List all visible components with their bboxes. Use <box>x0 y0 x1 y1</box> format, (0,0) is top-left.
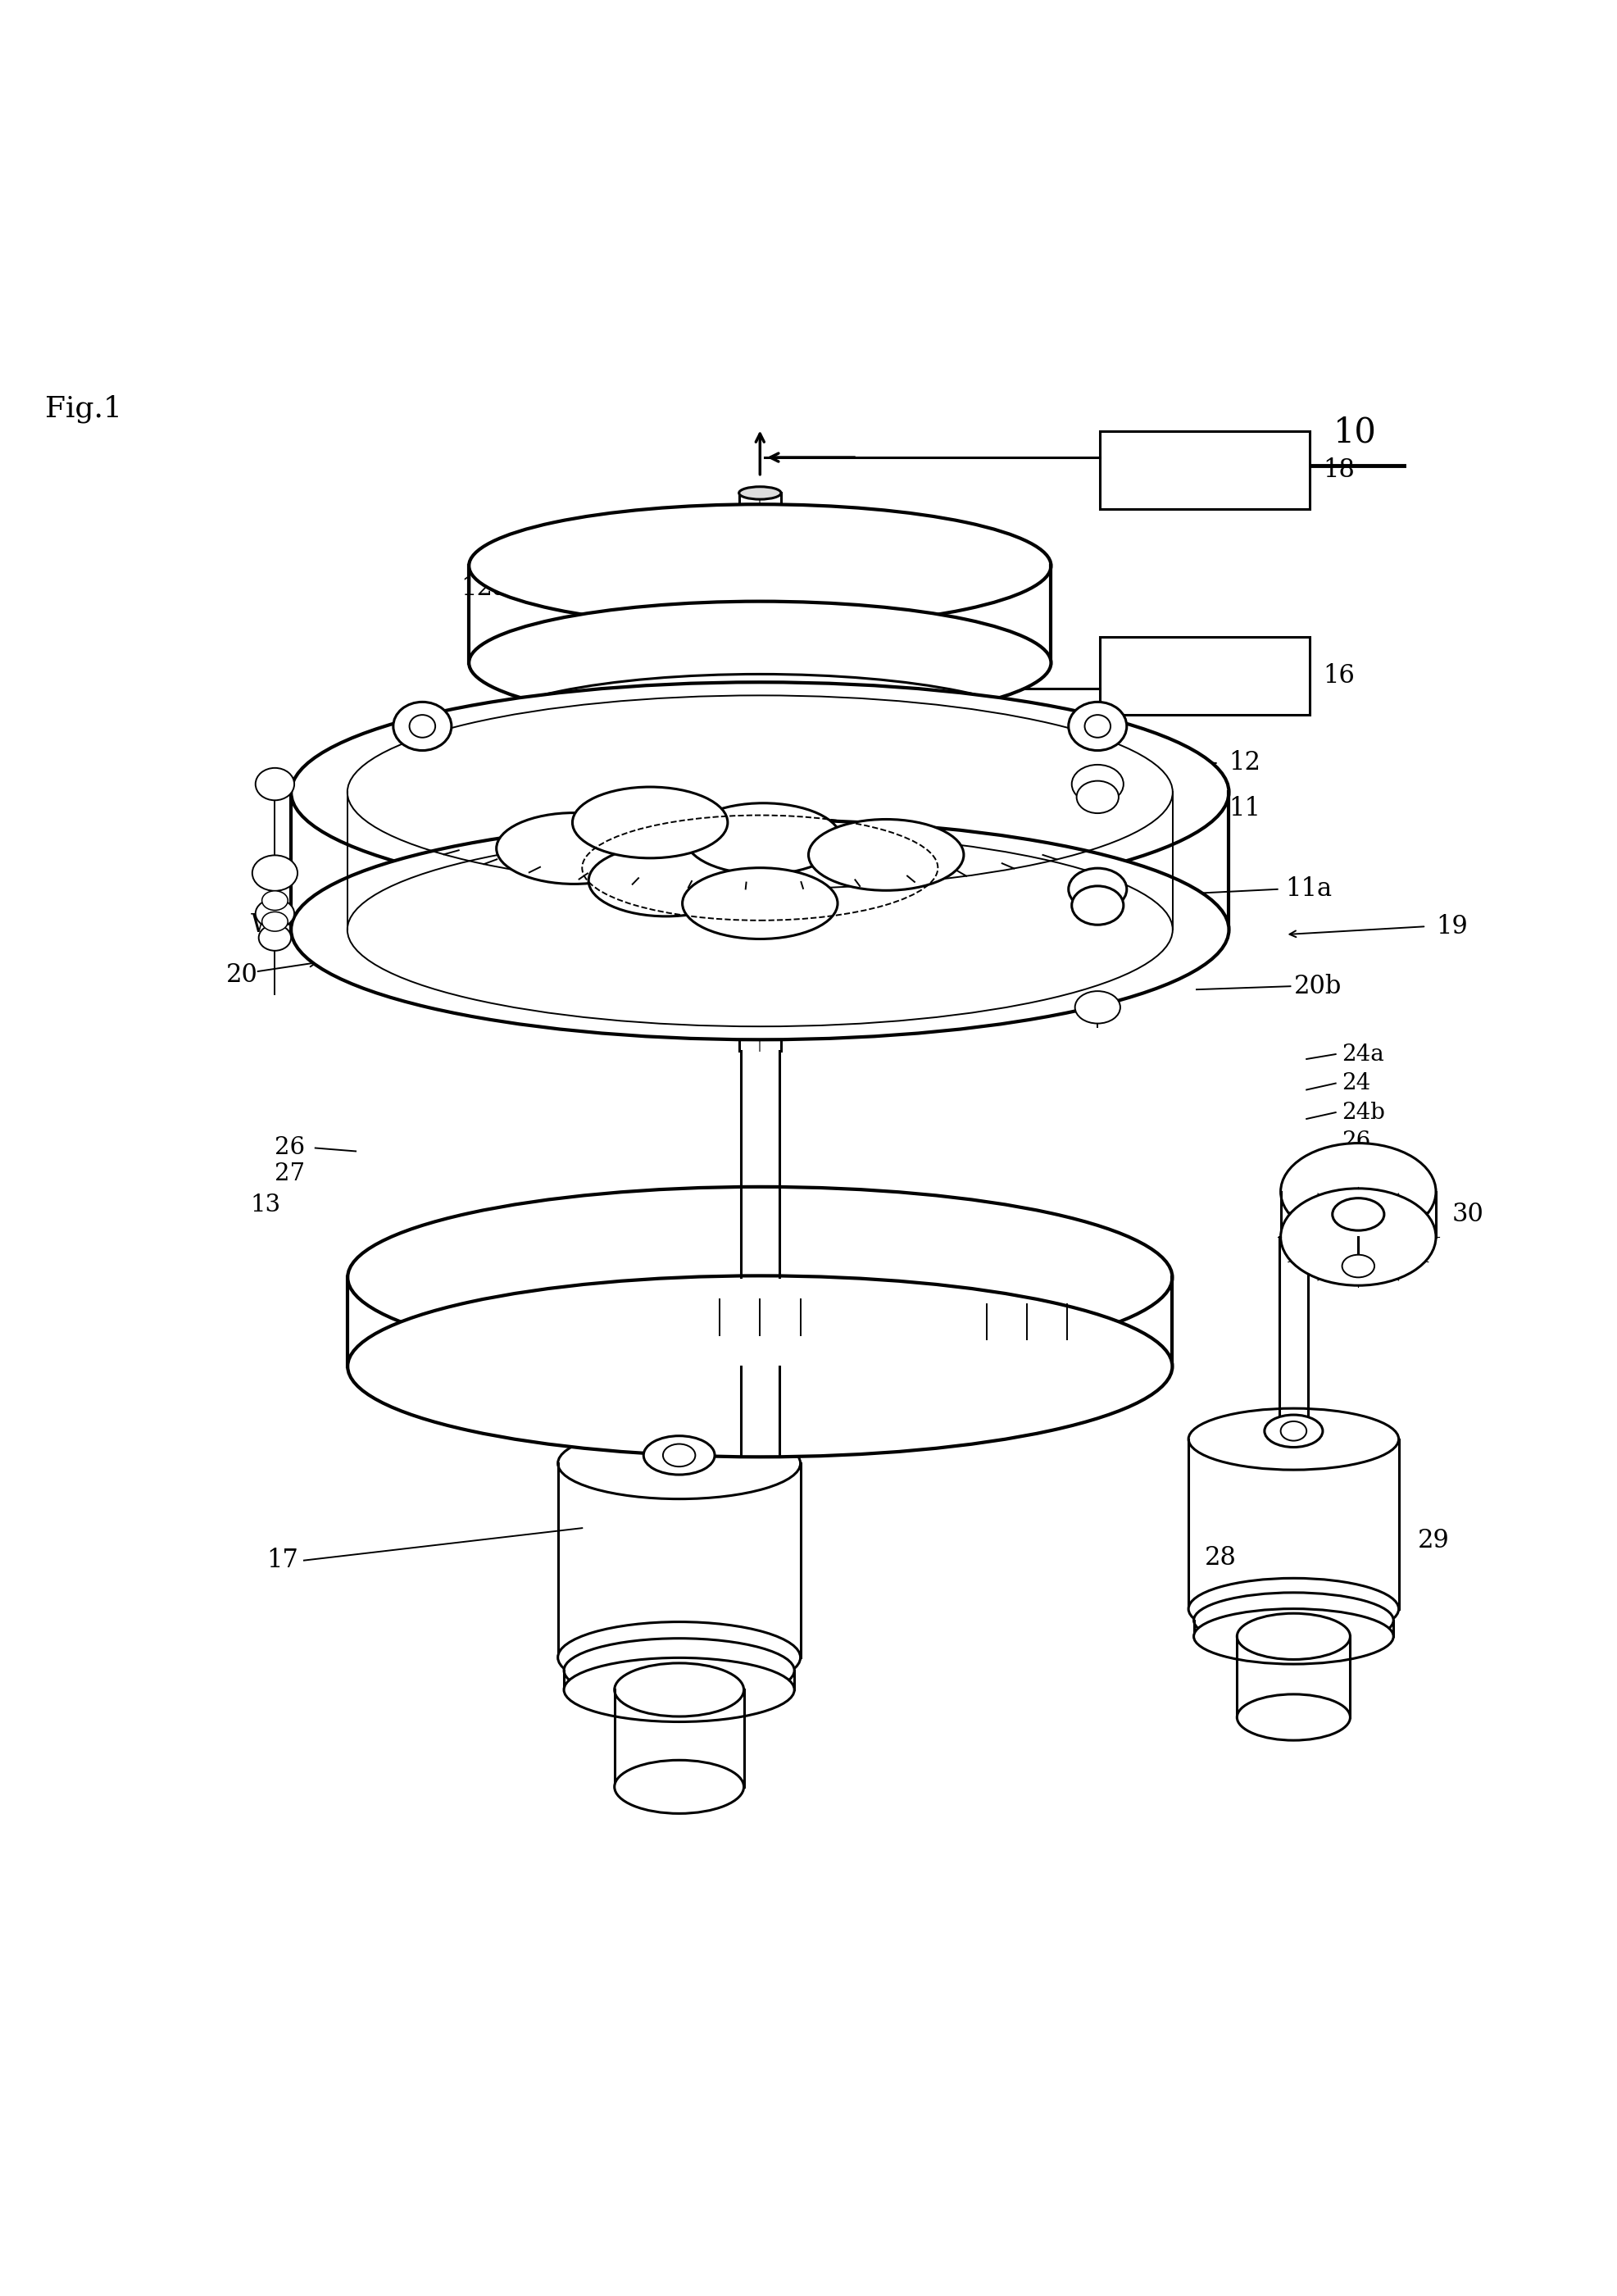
Ellipse shape <box>493 760 1027 870</box>
Text: Fig.1: Fig.1 <box>45 395 123 422</box>
Ellipse shape <box>808 820 964 891</box>
Ellipse shape <box>1281 1189 1436 1286</box>
Ellipse shape <box>291 820 1229 1040</box>
Ellipse shape <box>1193 1593 1394 1649</box>
Ellipse shape <box>1332 1199 1384 1231</box>
Ellipse shape <box>614 1662 744 1717</box>
Ellipse shape <box>262 891 288 909</box>
Ellipse shape <box>1075 992 1121 1024</box>
Text: 28: 28 <box>1205 1545 1237 1570</box>
Text: 24: 24 <box>1342 1072 1371 1095</box>
Ellipse shape <box>1069 868 1127 909</box>
Bar <box>1100 432 1310 510</box>
Text: 24b: 24b <box>1342 1102 1386 1123</box>
Ellipse shape <box>409 714 435 737</box>
Ellipse shape <box>1069 703 1127 751</box>
Text: 11: 11 <box>1229 797 1261 822</box>
Ellipse shape <box>262 912 288 932</box>
Ellipse shape <box>682 868 838 939</box>
Text: 20b: 20b <box>1294 974 1342 999</box>
Ellipse shape <box>564 1639 794 1701</box>
Text: 19: 19 <box>1436 914 1468 939</box>
Ellipse shape <box>1342 1254 1374 1277</box>
Ellipse shape <box>572 788 728 859</box>
Ellipse shape <box>589 845 744 916</box>
Bar <box>1100 636 1310 714</box>
Ellipse shape <box>1188 1577 1399 1639</box>
Text: 16: 16 <box>1323 664 1355 689</box>
Text: 11a: 11a <box>1286 877 1332 902</box>
Ellipse shape <box>1237 1614 1350 1660</box>
Text: 20: 20 <box>226 962 259 987</box>
Ellipse shape <box>1188 1407 1399 1469</box>
Ellipse shape <box>1085 714 1111 737</box>
Text: L: L <box>493 769 509 794</box>
Ellipse shape <box>477 675 1043 790</box>
Text: 18: 18 <box>1323 457 1355 482</box>
Ellipse shape <box>1072 765 1124 804</box>
Ellipse shape <box>291 682 1229 902</box>
Ellipse shape <box>469 602 1051 723</box>
Text: 24a: 24a <box>1342 1042 1384 1065</box>
Ellipse shape <box>496 813 652 884</box>
Text: 26: 26 <box>275 1137 306 1159</box>
Ellipse shape <box>493 730 1027 840</box>
Ellipse shape <box>644 1435 715 1474</box>
Ellipse shape <box>255 900 294 928</box>
Text: 17a: 17a <box>708 1419 755 1444</box>
Ellipse shape <box>259 925 291 951</box>
Ellipse shape <box>614 1761 744 1814</box>
Ellipse shape <box>1077 781 1119 813</box>
Text: 26: 26 <box>1342 1130 1371 1153</box>
Ellipse shape <box>686 804 841 875</box>
Text: W: W <box>251 912 277 937</box>
Text: 17: 17 <box>267 1548 299 1573</box>
Ellipse shape <box>469 505 1051 627</box>
Ellipse shape <box>1237 1694 1350 1740</box>
Ellipse shape <box>663 1444 695 1467</box>
Text: 13: 13 <box>251 1194 281 1217</box>
Text: a: a <box>412 714 427 739</box>
Ellipse shape <box>558 1621 800 1692</box>
Text: 29: 29 <box>1418 1529 1450 1554</box>
Ellipse shape <box>348 1277 1172 1458</box>
Text: 12: 12 <box>1229 751 1261 776</box>
Ellipse shape <box>558 1428 800 1499</box>
Ellipse shape <box>1072 886 1124 925</box>
Ellipse shape <box>348 1187 1172 1368</box>
Ellipse shape <box>1264 1414 1323 1446</box>
Text: 12a: 12a <box>461 576 508 602</box>
Ellipse shape <box>393 703 451 751</box>
Ellipse shape <box>1281 1143 1436 1240</box>
Ellipse shape <box>252 856 298 891</box>
Ellipse shape <box>477 709 1043 827</box>
Ellipse shape <box>1193 1609 1394 1665</box>
Text: 10: 10 <box>1334 416 1376 450</box>
Ellipse shape <box>255 767 294 801</box>
Ellipse shape <box>739 487 781 498</box>
Ellipse shape <box>1281 1421 1307 1440</box>
Text: 27: 27 <box>275 1162 306 1185</box>
Ellipse shape <box>564 1658 794 1722</box>
Text: 30: 30 <box>1452 1201 1484 1226</box>
